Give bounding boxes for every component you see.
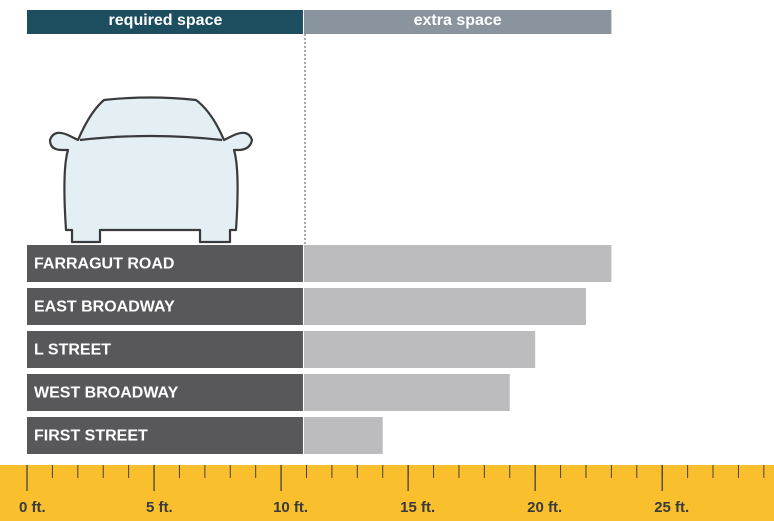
category-label: L STREET: [34, 342, 111, 359]
bar-segment: [304, 374, 510, 411]
category-label: WEST BROADWAY: [34, 385, 179, 402]
chart: required space extra space FARRAGUT ROAD EA…: [0, 0, 774, 521]
category-label: FIRST STREET: [34, 428, 148, 445]
x-tick-label: 15 ft.: [400, 499, 435, 516]
bar-segment: [304, 331, 535, 368]
category-label: FARRAGUT ROAD: [34, 256, 174, 273]
bar-segment: [304, 288, 586, 325]
legend-label: required space: [109, 12, 223, 29]
category-label: EAST BROADWAY: [34, 299, 175, 316]
x-tick-label: 5 ft.: [146, 499, 173, 516]
legend-label: extra space: [414, 12, 502, 29]
x-tick-label: 0 ft.: [19, 499, 46, 516]
bar-segment: [304, 245, 611, 282]
car-icon: [50, 98, 252, 243]
bar-segment: [304, 417, 383, 454]
x-tick-label: 25 ft.: [654, 499, 689, 516]
x-tick-label: 10 ft.: [273, 499, 308, 516]
x-tick-label: 20 ft.: [527, 499, 562, 516]
